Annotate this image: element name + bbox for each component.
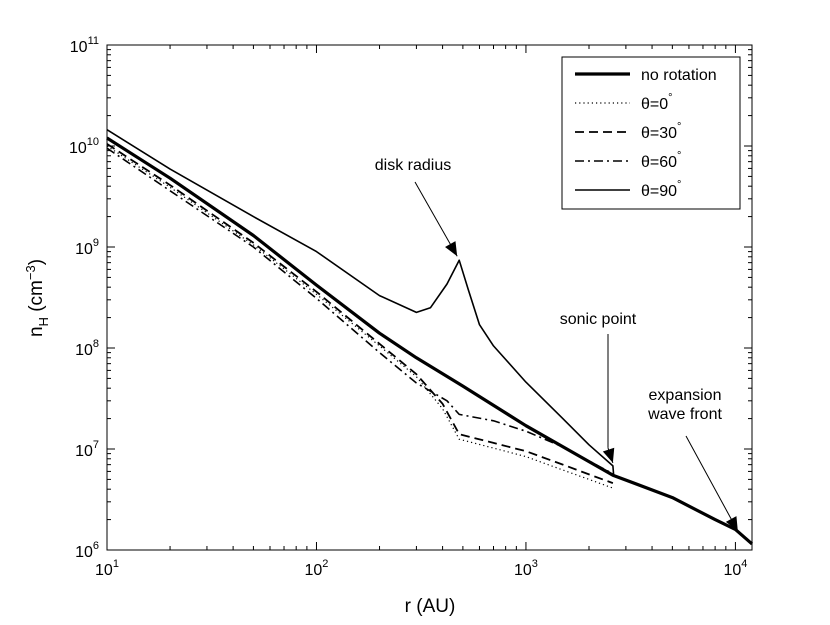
series-layer (106, 129, 754, 546)
y-axis-label: nH (cm−3) (23, 259, 51, 337)
annotation-arrow-head (602, 447, 615, 463)
x-tick-label: 103 (514, 558, 538, 579)
x-tick-label: 104 (723, 558, 747, 579)
legend-box (561, 56, 741, 210)
y-axis-label-exp: −3 (23, 265, 38, 280)
annotation-arrow-head (725, 516, 738, 532)
y-tick-label: 108 (75, 338, 99, 359)
x-tick-label: 101 (95, 558, 119, 579)
series-line-4 (106, 147, 614, 475)
x-tick-label: 102 (305, 558, 329, 579)
y-axis-label-close: ) (26, 259, 47, 265)
y-tick-label: 107 (75, 439, 99, 460)
series-line-3 (106, 143, 614, 484)
annotation-label: disk radius (375, 157, 451, 174)
annotation-label: sonic point (560, 311, 637, 328)
annotation-label-line2: wave front (647, 406, 722, 423)
legend-label: θ=30° (641, 121, 681, 142)
x-tick-layer: 101 102 103 104 (95, 45, 747, 579)
annotation-layer: disk radius sonic point expansion wave fron… (375, 157, 739, 532)
legend: no rotation θ=0° θ=30° θ=60° θ=90° (561, 56, 741, 210)
series-line-5 (106, 129, 615, 475)
y-tick-label: 106 (75, 540, 99, 561)
series-line-2 (106, 145, 614, 489)
legend-label: θ=0° (641, 92, 673, 113)
y-axis-label-sub: H (36, 317, 51, 326)
y-tick-label: 109 (75, 237, 99, 258)
y-axis-label-main: n (26, 326, 47, 337)
annotation-arrow-head (445, 241, 458, 257)
y-tick-label: 1011 (70, 35, 99, 56)
y-tick-layer: 106 107 108 109 1010 1011 (69, 35, 752, 561)
series-line-1 (106, 136, 754, 546)
legend-label: θ=90° (641, 179, 681, 200)
annotation-arrow-line (685, 435, 739, 532)
plot-frame (106, 44, 753, 551)
y-axis-label-unit: (cm (26, 280, 47, 317)
annotation-label: expansion (649, 387, 722, 404)
x-axis-label: r (AU) (405, 596, 456, 617)
annotation-arrow-line (414, 181, 458, 257)
legend-label: θ=60° (641, 150, 681, 171)
y-tick-label: 1010 (69, 136, 99, 157)
legend-label: no rotation (641, 67, 717, 84)
svg-text:nH (cm−3): nH (cm−3) (23, 259, 51, 337)
